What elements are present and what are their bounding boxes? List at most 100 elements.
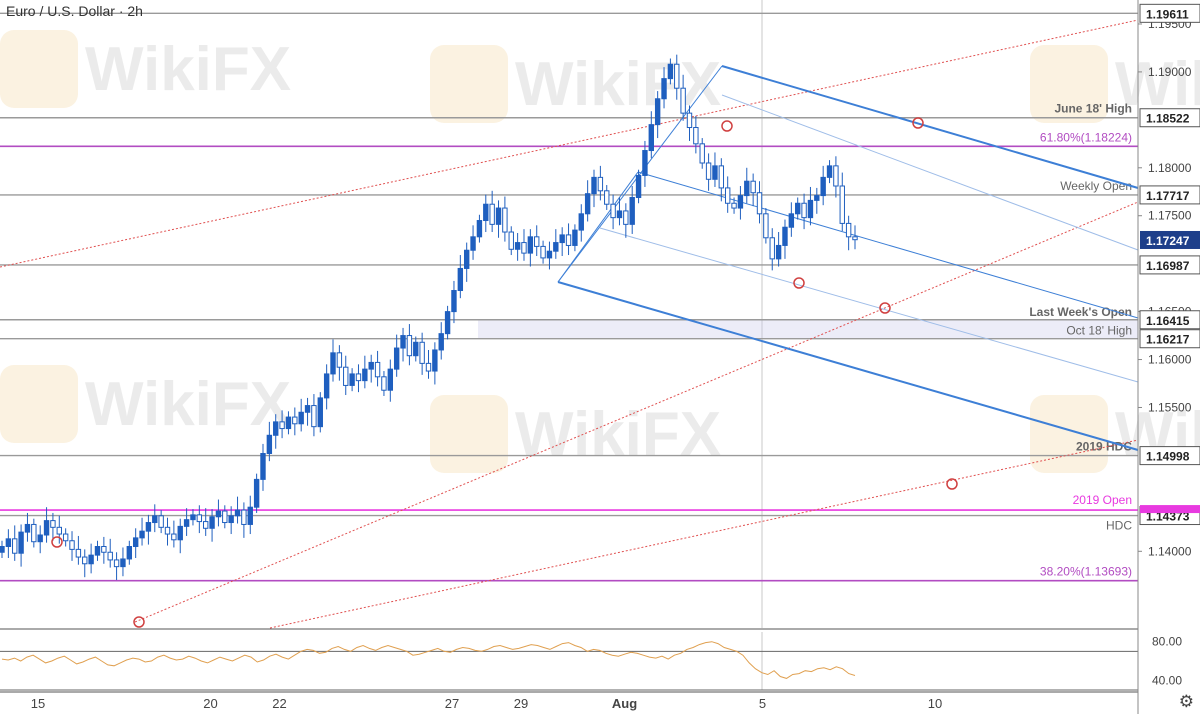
candle-body: [69, 540, 75, 550]
candle-body: [152, 515, 158, 524]
watermark-layer: WikiFXWikiFXWikiFXWikiFXWikiFXWikiFX: [0, 30, 1200, 473]
candle-body: [279, 421, 285, 430]
candle-body: [62, 533, 69, 542]
time-tick-label: 5: [759, 696, 766, 711]
price-tag: [1139, 446, 1200, 466]
candle-body: [139, 530, 145, 539]
level-label: Oct 18' High: [1066, 324, 1132, 338]
rsi-pane: [0, 628, 1138, 693]
candle-body: [763, 213, 769, 239]
candle-body: [839, 185, 845, 224]
pivot-marker: [793, 277, 805, 289]
candle-body: [648, 124, 654, 152]
candle-body: [553, 242, 559, 252]
time-axis: 15 20 22 27 29 Aug 5 10: [31, 696, 942, 711]
rsi-line: [1, 641, 856, 679]
price-tag-label: 1.16415: [1146, 314, 1190, 328]
candle-body: [540, 245, 546, 259]
price-tag-label: 1.14998: [1146, 450, 1190, 464]
level-label: 38.20%(1.13693): [1040, 565, 1132, 579]
candle-body: [343, 366, 349, 386]
time-tick-label: 20: [203, 696, 217, 711]
candle-body: [693, 127, 699, 145]
candle-body: [215, 510, 222, 518]
candle-body: [756, 192, 763, 215]
candle-body: [712, 165, 718, 180]
pitchfork-handle-a: [557, 65, 723, 283]
pitchfork-lower: [557, 281, 1139, 451]
candle-body: [374, 361, 381, 378]
zone-oct-high: [478, 319, 1138, 339]
price-tick-label: 1.17500: [1148, 209, 1192, 223]
candle-body: [56, 526, 62, 535]
time-tick-label: Aug: [612, 696, 637, 711]
rsi-tick-label: 80.00: [1152, 635, 1182, 649]
candle-body: [190, 514, 196, 521]
price-tag-label: 1.17717: [1146, 189, 1190, 203]
candle-body: [820, 176, 826, 197]
candle-body: [247, 506, 253, 525]
candle-body: [782, 226, 788, 246]
price-tag-label: 1.16217: [1146, 333, 1190, 347]
candle-body: [457, 267, 464, 292]
candle-body: [349, 373, 355, 386]
price-tick-label: 1.16000: [1148, 353, 1192, 367]
candle-body: [393, 347, 400, 370]
pitchfork-median: [637, 171, 1139, 319]
price-tag: [1139, 185, 1200, 205]
candle-body: [12, 538, 18, 554]
candle-body: [502, 207, 508, 233]
candle-body: [438, 333, 444, 351]
gear-icon[interactable]: ⚙: [1178, 692, 1194, 711]
candle-body: [94, 546, 101, 556]
candle-body: [132, 537, 139, 548]
candle-body: [814, 195, 820, 201]
candle-body: [801, 202, 807, 219]
candle-body: [699, 143, 705, 164]
candle-body: [234, 509, 241, 517]
candle-body: [196, 514, 203, 523]
candle-body: [604, 190, 610, 205]
candle-body: [584, 193, 591, 215]
watermark-logo: [0, 365, 78, 443]
candle-body: [336, 352, 343, 368]
candle-body: [260, 453, 266, 480]
level-label: 2019 Open: [1073, 493, 1132, 507]
candle-body: [253, 478, 260, 508]
rsi-tick-label: 40.00: [1152, 673, 1182, 687]
candle-body: [565, 234, 572, 246]
candle-body: [304, 405, 311, 413]
pitchfork-inner-upper: [721, 94, 1139, 251]
candle-body: [826, 165, 833, 178]
candle-body: [559, 234, 565, 244]
candle-body: [845, 222, 852, 238]
candle-body: [298, 411, 304, 425]
candle-body: [597, 176, 604, 192]
watermark-text: WikiFX: [515, 400, 721, 469]
candle-body: [406, 335, 413, 357]
price-tick-label: 1.19000: [1148, 65, 1192, 79]
candle-body: [642, 150, 648, 176]
pitchfork-handle-b: [557, 171, 639, 283]
candle-body: [623, 210, 629, 225]
candle-body: [24, 523, 31, 533]
price-tag-label: 1.19611: [1146, 7, 1189, 21]
candle-body: [495, 207, 502, 225]
candle-body: [413, 341, 419, 357]
candle-body: [674, 63, 680, 89]
candle-body: [833, 165, 839, 187]
time-tick-label: 10: [928, 696, 942, 711]
candle-body: [43, 520, 50, 536]
watermark-logo: [1030, 45, 1108, 123]
watermark-logo: [0, 30, 78, 108]
level-label: 2019 HDC: [1076, 440, 1132, 454]
candle-body: [744, 180, 750, 197]
candle-body: [362, 368, 368, 382]
price-tick-label: 1.14000: [1148, 544, 1192, 558]
candle-body: [355, 373, 362, 382]
time-tick-label: 29: [514, 696, 528, 711]
candle-body: [750, 180, 756, 194]
candle-body: [31, 523, 37, 543]
chart-title: Euro / U.S. Dollar · 2h: [6, 3, 143, 19]
